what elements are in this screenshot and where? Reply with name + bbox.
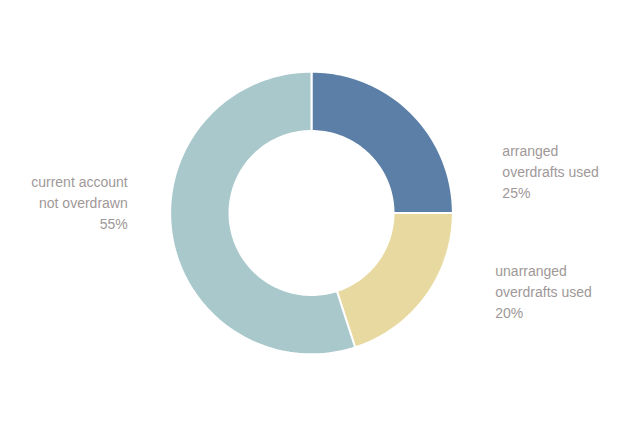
svg-text:current accountnot overdrawn55: current accountnot overdrawn55% (31, 174, 128, 232)
svg-text:unarrangedoverdrafts used20%: unarrangedoverdrafts used20% (495, 263, 591, 321)
svg-text:arrangedoverdrafts used25%: arrangedoverdrafts used25% (502, 143, 599, 201)
